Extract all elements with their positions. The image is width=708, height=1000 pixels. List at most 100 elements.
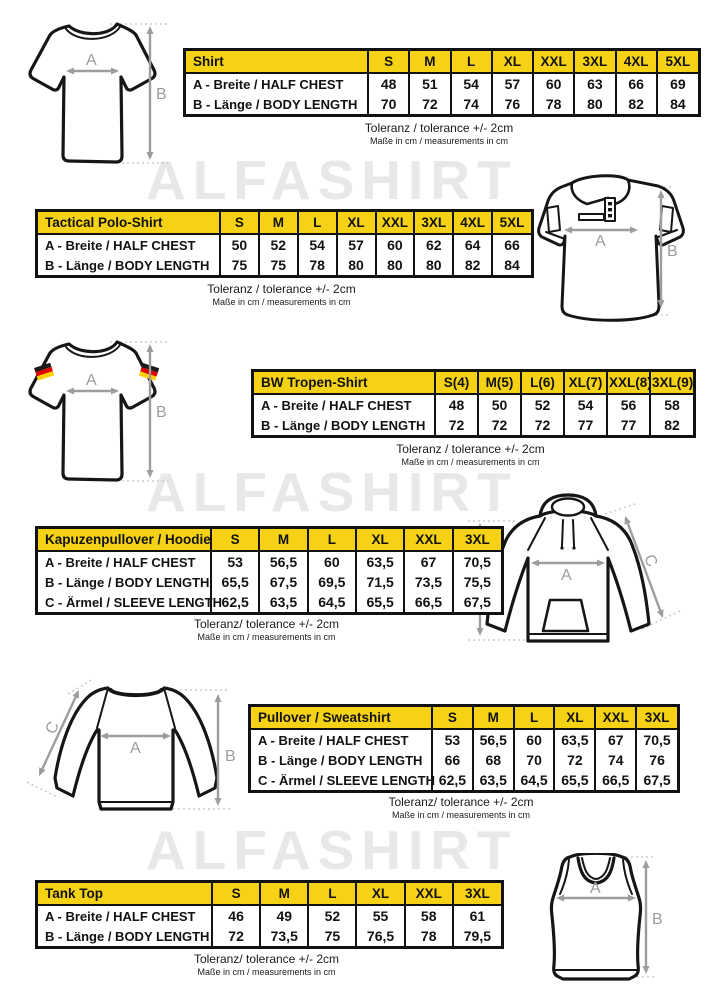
- size-value: 61: [451, 905, 501, 926]
- measure-label-a: A: [86, 372, 97, 389]
- hoodie-size-table: Kapuzenpullover / Hoodie S M L XL XXL 3XL A - B…: [35, 526, 504, 615]
- size-value: 67,5: [258, 572, 308, 592]
- row-label: B - Länge / BODY LENGTH: [45, 928, 210, 944]
- size-value: 55: [355, 905, 405, 926]
- size-table-tactical-polo-shirt: Tactical Polo-Shirt S M L XL XXL 3XL 4XL 5XL A - …: [38, 212, 531, 275]
- size-header: XL: [335, 212, 376, 235]
- row-label: B - Länge / BODY LENGTH: [45, 574, 210, 590]
- measure-label-a: A: [590, 880, 601, 897]
- row-label: B - Länge / BODY LENGTH: [193, 96, 358, 112]
- size-header: XL: [354, 529, 405, 552]
- table-row: B - Länge / BODY LENGTH 72 73,5 75 76,5 78 79,…: [38, 926, 501, 946]
- size-value: 57: [490, 73, 533, 94]
- size-value: 62: [413, 234, 454, 255]
- size-value: 70,5: [635, 729, 677, 750]
- size-header: 3XL: [573, 51, 616, 74]
- measure-label-b: B: [652, 911, 663, 928]
- size-value: 73,5: [403, 572, 453, 592]
- size-header: S: [210, 883, 261, 906]
- size-value: 66,5: [594, 770, 637, 790]
- size-header: S: [219, 212, 259, 235]
- size-value: 62,5: [209, 592, 260, 612]
- measure-label-a: A: [595, 233, 606, 250]
- size-value: 78: [531, 94, 575, 114]
- watermark-alfashirt: ALFASHIRT: [146, 461, 518, 523]
- size-value: 72: [408, 94, 451, 114]
- size-value: 49: [259, 905, 309, 926]
- measurement-note: Maße in cm / measurements in cm: [369, 136, 509, 146]
- size-value: 74: [594, 750, 637, 770]
- size-value: 52: [257, 234, 298, 255]
- size-table-bw-tropen-shirt: BW Tropen-Shirt S(4) M(5) L(6) XL(7) XXL(8) 3X…: [254, 372, 693, 435]
- measure-guide-lines: [468, 502, 681, 641]
- measure-label-a: A: [86, 52, 97, 69]
- german-flag-left-sleeve: [34, 362, 55, 381]
- size-value: 54: [563, 394, 607, 415]
- size-value: 79,5: [451, 926, 501, 946]
- table-row: A - Breite / HALF CHEST 53 56,5 60 63,5 67 70,…: [38, 551, 501, 572]
- row-label: A - Breite / HALF CHEST: [193, 76, 344, 92]
- tolerance-note: Toleranz/ tolerance +/- 2cm: [193, 617, 340, 631]
- size-header: M: [259, 883, 309, 906]
- size-header: XXL: [403, 529, 453, 552]
- size-value: 66: [614, 73, 657, 94]
- measure-label-a: A: [561, 567, 572, 584]
- table-row: B - Länge / BODY LENGTH 66 68 70 72 74 76: [251, 750, 677, 770]
- table-title: BW Tropen-Shirt: [254, 372, 435, 395]
- tolerance-note: Toleranz / tolerance +/- 2cm: [364, 121, 514, 135]
- bw-tropen-table-footer: Toleranz / tolerance +/- 2cm Maße in cm …: [251, 442, 690, 468]
- shirt-size-table: Shirt S M L XL XXL 3XL 4XL 5XL A - Breite / HALF …: [183, 48, 701, 117]
- size-value: 72: [520, 415, 564, 435]
- size-value: 72: [210, 926, 261, 946]
- size-value: 72: [553, 750, 596, 770]
- size-value: 78: [403, 926, 453, 946]
- table-row: B - Länge / BODY LENGTH 75 75 78 80 80 80 82 84: [38, 255, 531, 275]
- measure-arrows: A B: [556, 860, 663, 974]
- sweatshirt-table-footer: Toleranz/ tolerance +/- 2cm Maße in cm /…: [248, 795, 674, 821]
- table-row: A - Breite / HALF CHEST 50 52 54 57 60 62 64 66: [38, 234, 531, 255]
- size-header: S: [431, 707, 473, 730]
- size-value: 56,5: [471, 729, 514, 750]
- size-value: 72: [434, 415, 478, 435]
- size-value: 84: [491, 255, 531, 275]
- size-header: XXL(8): [606, 372, 652, 395]
- measure-arrows: A B C: [39, 690, 236, 806]
- measurement-note: Maße in cm / measurements in cm: [212, 297, 351, 307]
- measure-arrows: A B: [66, 26, 167, 160]
- size-value: 60: [531, 73, 575, 94]
- size-header: 4XL: [614, 51, 657, 74]
- table-row: A - Breite / HALF CHEST 46 49 52 55 58 61: [38, 905, 501, 926]
- size-value: 50: [219, 234, 259, 255]
- size-value: 72: [477, 415, 521, 435]
- row-label: A - Breite / HALF CHEST: [45, 908, 196, 924]
- size-table-shirt: Shirt S M L XL XXL 3XL 4XL 5XL A - Breite / HALF …: [186, 51, 698, 114]
- sweatshirt-size-table: Pullover / Sweatshirt S M L XL XXL 3XL A - Brei…: [248, 704, 680, 793]
- size-value: 70: [512, 750, 555, 770]
- watermark-alfashirt: ALFASHIRT: [146, 819, 518, 881]
- size-value: 64,5: [306, 592, 356, 612]
- size-value: 76: [490, 94, 533, 114]
- size-value: 65,5: [553, 770, 596, 790]
- measure-label-b: B: [156, 404, 167, 421]
- size-header: 3XL: [451, 529, 501, 552]
- measurement-note: Maße in cm / measurements in cm: [197, 967, 336, 977]
- size-value: 82: [452, 255, 493, 275]
- size-table-pullover-sweatshirt: Pullover / Sweatshirt S M L XL XXL 3XL A - Brei…: [251, 707, 677, 790]
- sweatshirt-outline: [53, 686, 219, 811]
- size-table-tank-top: Tank Top S M L XL XXL 3XL A - Breite / HALF CHE…: [38, 883, 501, 946]
- size-value: 52: [307, 905, 357, 926]
- row-label: A - Breite / HALF CHEST: [261, 397, 412, 413]
- size-header: L: [512, 707, 555, 730]
- tolerance-note: Toleranz / tolerance +/- 2cm: [396, 442, 545, 456]
- size-value: 63: [573, 73, 616, 94]
- table-row: B - Länge / BODY LENGTH 72 72 72 77 77 82: [254, 415, 693, 435]
- size-value: 54: [449, 73, 492, 94]
- table-row: C - Ärmel / SLEEVE LENGTH 62,5 63,5 64,5 65,…: [251, 770, 677, 790]
- polo-buttons: [608, 202, 612, 218]
- row-label: B - Länge / BODY LENGTH: [261, 417, 426, 433]
- size-value: 78: [296, 255, 337, 275]
- size-value: 75: [307, 926, 357, 946]
- size-header: XXL: [531, 51, 575, 74]
- size-header: L(6): [520, 372, 564, 395]
- size-header: 5XL: [491, 212, 531, 235]
